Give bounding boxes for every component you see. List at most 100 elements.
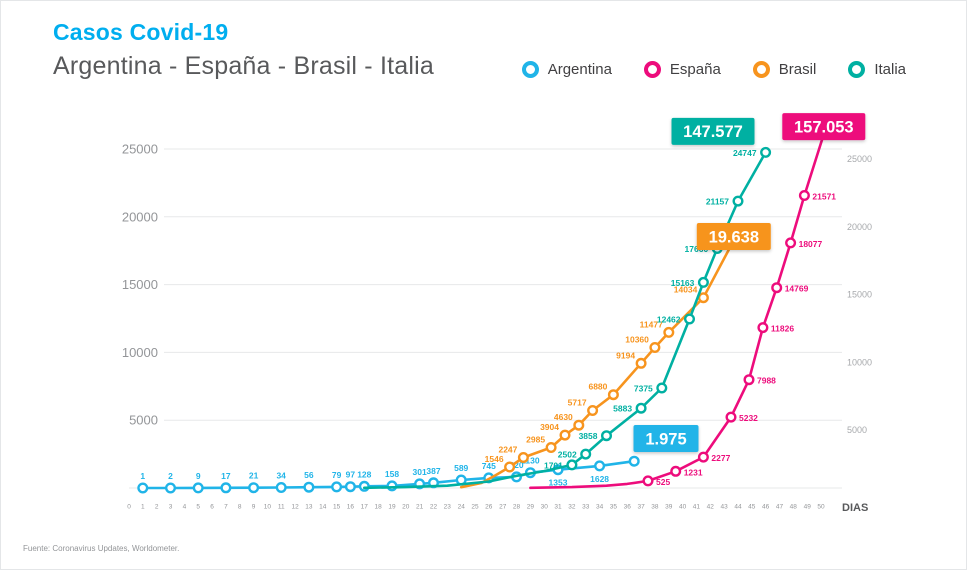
data-point-espana	[785, 237, 797, 249]
brasil-marker-icon	[752, 61, 770, 78]
x-tick-label: 25	[471, 504, 479, 511]
x-tick-label: 48	[790, 504, 798, 511]
x-tick-label: 20	[402, 504, 410, 511]
point-value-label-italia: 15163	[671, 278, 695, 288]
series-line-italia	[363, 151, 767, 490]
point-value-label-brasil: 6880	[588, 382, 607, 392]
data-point-brasil	[517, 452, 529, 464]
x-tick-label: 1	[141, 504, 145, 511]
point-value-label-brasil: 14034	[674, 285, 698, 295]
point-value-label-brasil: 4630	[554, 412, 573, 422]
data-point-espana	[771, 282, 783, 294]
x-tick-label: 11	[278, 504, 285, 511]
point-value-label-espana: 525	[656, 477, 670, 487]
x-tick-label: 28	[513, 504, 521, 511]
x-tick-label: 10	[264, 504, 272, 511]
data-point-brasil	[545, 442, 557, 454]
callout-value-brasil: 19.638	[709, 228, 759, 246]
legend-item-argentina: Argentina	[521, 61, 612, 78]
italia-marker-icon	[848, 61, 866, 78]
data-point-italia	[635, 402, 647, 414]
legend-item-italia: Italia	[848, 61, 906, 78]
callout-italia: 147.577	[671, 117, 755, 145]
point-value-label-argentina: 1	[140, 471, 145, 481]
point-value-label-brasil: 5717	[568, 398, 587, 408]
y-axis-label-right: 10000	[847, 357, 872, 367]
callout-brasil: 19.638	[696, 223, 771, 250]
series-line-espana	[529, 132, 826, 490]
x-tick-label: 0	[127, 504, 131, 511]
x-tick-label: 38	[651, 504, 659, 511]
callout-box-argentina	[633, 425, 699, 452]
data-point-italia	[732, 195, 744, 207]
point-value-label-espana: 14769	[785, 284, 809, 294]
x-tick-label: 30	[541, 504, 549, 511]
callout-value-argentina: 1.975	[645, 430, 686, 448]
data-point-brasil	[649, 342, 661, 354]
y-axis-label-left: 25000	[122, 142, 158, 157]
y-axis-label-left: 20000	[122, 209, 158, 224]
data-point-argentina	[137, 482, 149, 494]
point-value-label-argentina: 2	[168, 471, 173, 481]
data-point-espana	[725, 411, 737, 423]
espana-marker-icon	[643, 61, 661, 78]
point-value-label-argentina: 745	[482, 461, 496, 471]
x-tick-label: 21	[416, 504, 424, 511]
x-tick-label: 50	[817, 504, 825, 511]
y-axis-label-right: 25000	[847, 154, 872, 164]
data-point-brasil	[635, 357, 647, 369]
x-tick-label: 6	[210, 504, 214, 511]
point-value-label-espana: 11826	[771, 324, 794, 334]
source-note: Fuente: Coronavirus Updates, Worldometer…	[23, 544, 180, 553]
x-tick-label: 31	[554, 504, 562, 511]
point-value-label-italia: 2502	[558, 450, 577, 460]
x-tick-label: 32	[568, 504, 576, 511]
x-tick-label: 9	[252, 504, 256, 511]
point-value-label-argentina: 820	[509, 460, 523, 470]
point-value-label-brasil: 1546	[485, 454, 504, 464]
x-tick-label: 18	[374, 504, 382, 511]
data-point-brasil	[663, 326, 675, 338]
data-point-espana	[670, 465, 682, 477]
data-point-argentina	[164, 482, 176, 494]
point-value-label-argentina: 1130	[521, 456, 540, 466]
data-point-argentina	[220, 482, 232, 494]
point-value-label-brasil: 2247	[498, 445, 517, 455]
point-value-label-argentina: 128	[357, 469, 371, 479]
data-point-argentina	[192, 482, 204, 494]
callout-box-espana	[782, 113, 866, 141]
point-value-label-argentina: 301	[413, 467, 427, 477]
point-value-label-italia: 21157	[706, 197, 729, 207]
data-point-brasil	[587, 405, 599, 417]
x-tick-label: 33	[582, 504, 590, 511]
x-tick-label: 27	[499, 504, 507, 511]
x-tick-label: 23	[444, 504, 452, 511]
point-value-label-espana: 21571	[812, 192, 836, 202]
point-value-label-argentina: 387	[426, 466, 440, 476]
point-value-label-brasil: 10360	[625, 335, 649, 345]
y-axis-label-left: 5000	[129, 413, 158, 428]
point-value-label-argentina: 17	[221, 471, 231, 481]
x-tick-label: 29	[527, 504, 535, 511]
x-tick-label: 17	[361, 504, 369, 511]
data-point-italia	[566, 459, 578, 471]
x-tick-label: 19	[388, 504, 396, 511]
x-tick-label: 40	[679, 504, 687, 511]
data-point-italia	[656, 382, 668, 394]
data-point-argentina	[344, 481, 356, 493]
x-tick-label: 14	[319, 504, 327, 511]
point-value-label-argentina: 56	[304, 470, 314, 480]
point-value-label-italia: 12462	[657, 315, 681, 325]
point-value-label-italia: 1701	[544, 460, 563, 470]
x-tick-label: 49	[804, 504, 812, 511]
point-value-label-espana: 5232	[739, 413, 758, 423]
data-point-argentina	[248, 482, 260, 494]
point-value-label-argentina: 158	[385, 469, 399, 479]
data-point-italia	[580, 448, 592, 460]
x-tick-label: 22	[430, 504, 438, 511]
data-point-brasil	[573, 419, 585, 431]
legend-label-italia: Italia	[874, 61, 906, 78]
point-value-label-argentina: 97	[346, 470, 356, 480]
legend-item-brasil: Brasil	[752, 61, 816, 78]
